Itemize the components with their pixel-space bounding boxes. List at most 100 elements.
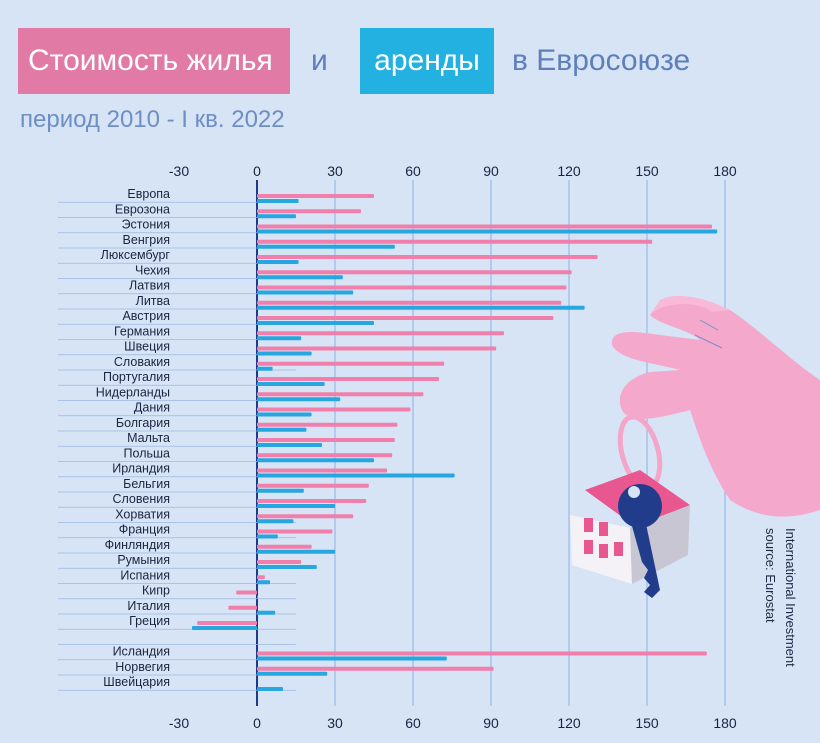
bar-rent: [257, 504, 335, 508]
bar-rent: [257, 260, 299, 264]
bar-housing-price: [197, 621, 257, 625]
bar-housing-price: [257, 194, 374, 198]
key-icon: [618, 484, 662, 598]
tick-label: 180: [713, 715, 737, 731]
bar-housing-price: [257, 224, 712, 229]
title-and: и: [311, 44, 328, 77]
bar-rent: [257, 595, 258, 600]
category-label: Исландия: [113, 645, 170, 659]
bars: [192, 194, 718, 691]
tick-label: -30: [169, 163, 189, 179]
category-label: Швеция: [124, 340, 170, 354]
bar-rent: [257, 458, 374, 463]
bar-housing-price: [257, 438, 395, 442]
bar-housing-price: [257, 300, 562, 305]
bar-rent: [257, 336, 302, 341]
tick-label: 120: [557, 163, 581, 179]
bar-housing-price: [257, 331, 504, 336]
bar-rent: [257, 488, 304, 493]
tick-label: 120: [557, 715, 581, 731]
bar-rent: [257, 290, 354, 295]
hand-with-keys-illustration: [570, 295, 820, 598]
category-label: Румыния: [117, 553, 170, 567]
tick-label: 150: [635, 715, 659, 731]
tick-label: 0: [253, 163, 261, 179]
bar-rent: [257, 229, 718, 234]
bar-rent: [257, 321, 374, 325]
bar-housing-price: [257, 392, 424, 397]
bar-housing-price: [257, 422, 398, 427]
category-label: Хорватия: [115, 507, 170, 521]
category-label: Европа: [127, 187, 170, 201]
chart-subtitle: период 2010 - I кв. 2022: [20, 106, 285, 133]
bar-housing-price: [257, 499, 367, 503]
row-separators: [58, 201, 296, 691]
tick-label: 180: [713, 163, 737, 179]
bar-rent: [257, 214, 296, 219]
category-label: Словения: [112, 492, 170, 506]
tick-label: 90: [483, 163, 499, 179]
bar-rent: [257, 671, 328, 676]
tick-label: 150: [635, 163, 659, 179]
tick-label: 30: [327, 163, 343, 179]
bar-rent: [257, 473, 455, 478]
category-label: Дания: [134, 401, 170, 415]
bar-rent: [257, 397, 341, 402]
tick-label: 60: [405, 715, 421, 731]
bar-housing-price: [257, 316, 554, 320]
bar-housing-price: [257, 255, 598, 259]
tick-label: -30: [169, 715, 189, 731]
category-label: Кипр: [142, 584, 170, 598]
hand-icon: [611, 295, 820, 517]
bar-rent: [257, 565, 317, 569]
bar-rent: [257, 199, 299, 203]
tick-label: 60: [405, 163, 421, 179]
category-label: Люксембург: [101, 248, 171, 262]
bar-housing-price: [257, 666, 494, 671]
category-label: Нидерланды: [96, 385, 170, 399]
bar-rent: [257, 427, 307, 432]
bar-housing-price: [228, 605, 257, 610]
bar-rent: [257, 534, 278, 539]
category-label: Ирландия: [112, 462, 170, 476]
category-label: Германия: [114, 324, 170, 338]
bar-housing-price: [257, 270, 572, 275]
bar-housing-price: [257, 209, 361, 214]
bar-housing-price: [257, 407, 411, 412]
bar-housing-price: [257, 514, 354, 519]
bar-housing-price: [257, 651, 707, 656]
category-label: Мальта: [127, 431, 170, 445]
bar-rent: [257, 580, 270, 585]
bar-housing-price: [257, 483, 369, 488]
bar-rent: [257, 656, 447, 661]
bar-rent: [257, 549, 335, 554]
bar-housing-price: [257, 453, 393, 458]
category-label: Бельгия: [123, 477, 170, 491]
tick-label: 0: [253, 715, 261, 731]
category-label: Португалия: [103, 370, 170, 384]
bar-rent: [257, 275, 343, 280]
bar-rent: [257, 244, 395, 249]
title-eu: в Евросоюзе: [512, 44, 691, 77]
bar-housing-price: [257, 560, 302, 564]
bar-housing-price: [257, 575, 265, 580]
category-label: Венгрия: [123, 233, 170, 247]
bar-housing-price: [257, 468, 387, 473]
bar-rent: [257, 687, 283, 691]
category-label: Италия: [127, 599, 170, 613]
bar-rent: [257, 305, 585, 310]
bar-rent: [257, 412, 312, 417]
bar-housing-price: [236, 590, 257, 595]
bar-housing-price: [257, 346, 497, 351]
grid-lines: [256, 180, 726, 706]
bar-rent: [257, 366, 273, 371]
category-label: Греция: [129, 614, 170, 628]
bar-housing-price: [257, 377, 439, 381]
category-label: Норвегия: [115, 660, 170, 674]
bar-rent: [257, 519, 294, 524]
category-label: Франция: [119, 523, 170, 537]
category-label: Литва: [136, 294, 170, 308]
category-label: Чехия: [135, 263, 170, 277]
bar-housing-price: [257, 361, 445, 366]
